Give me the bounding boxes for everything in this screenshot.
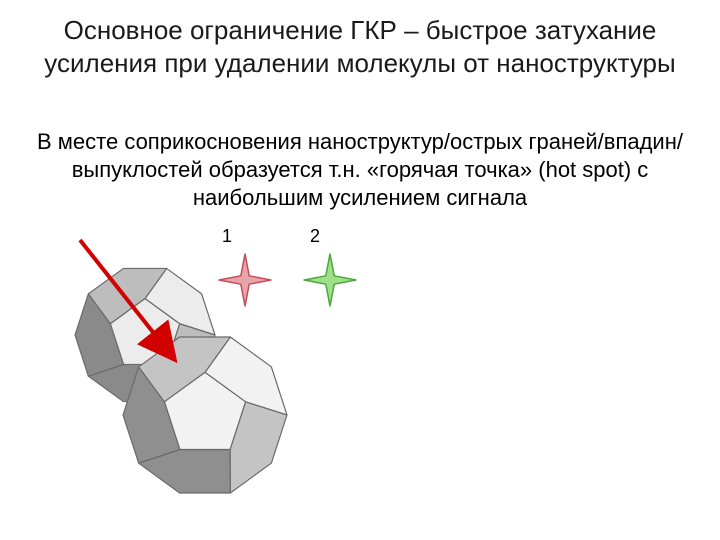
slide-subtitle: В месте соприкосновения наноструктур/ост… [28,128,692,212]
hotspot-star-red-icon [219,254,271,306]
slide: Основное ограничение ГКР – быстрое затух… [0,0,720,540]
slide-title: Основное ограничение ГКР – быстрое затух… [40,14,680,79]
polyhedron-front-icon [123,337,287,493]
hotspot-star-green-icon [304,254,356,306]
diagram-svg [30,230,430,530]
